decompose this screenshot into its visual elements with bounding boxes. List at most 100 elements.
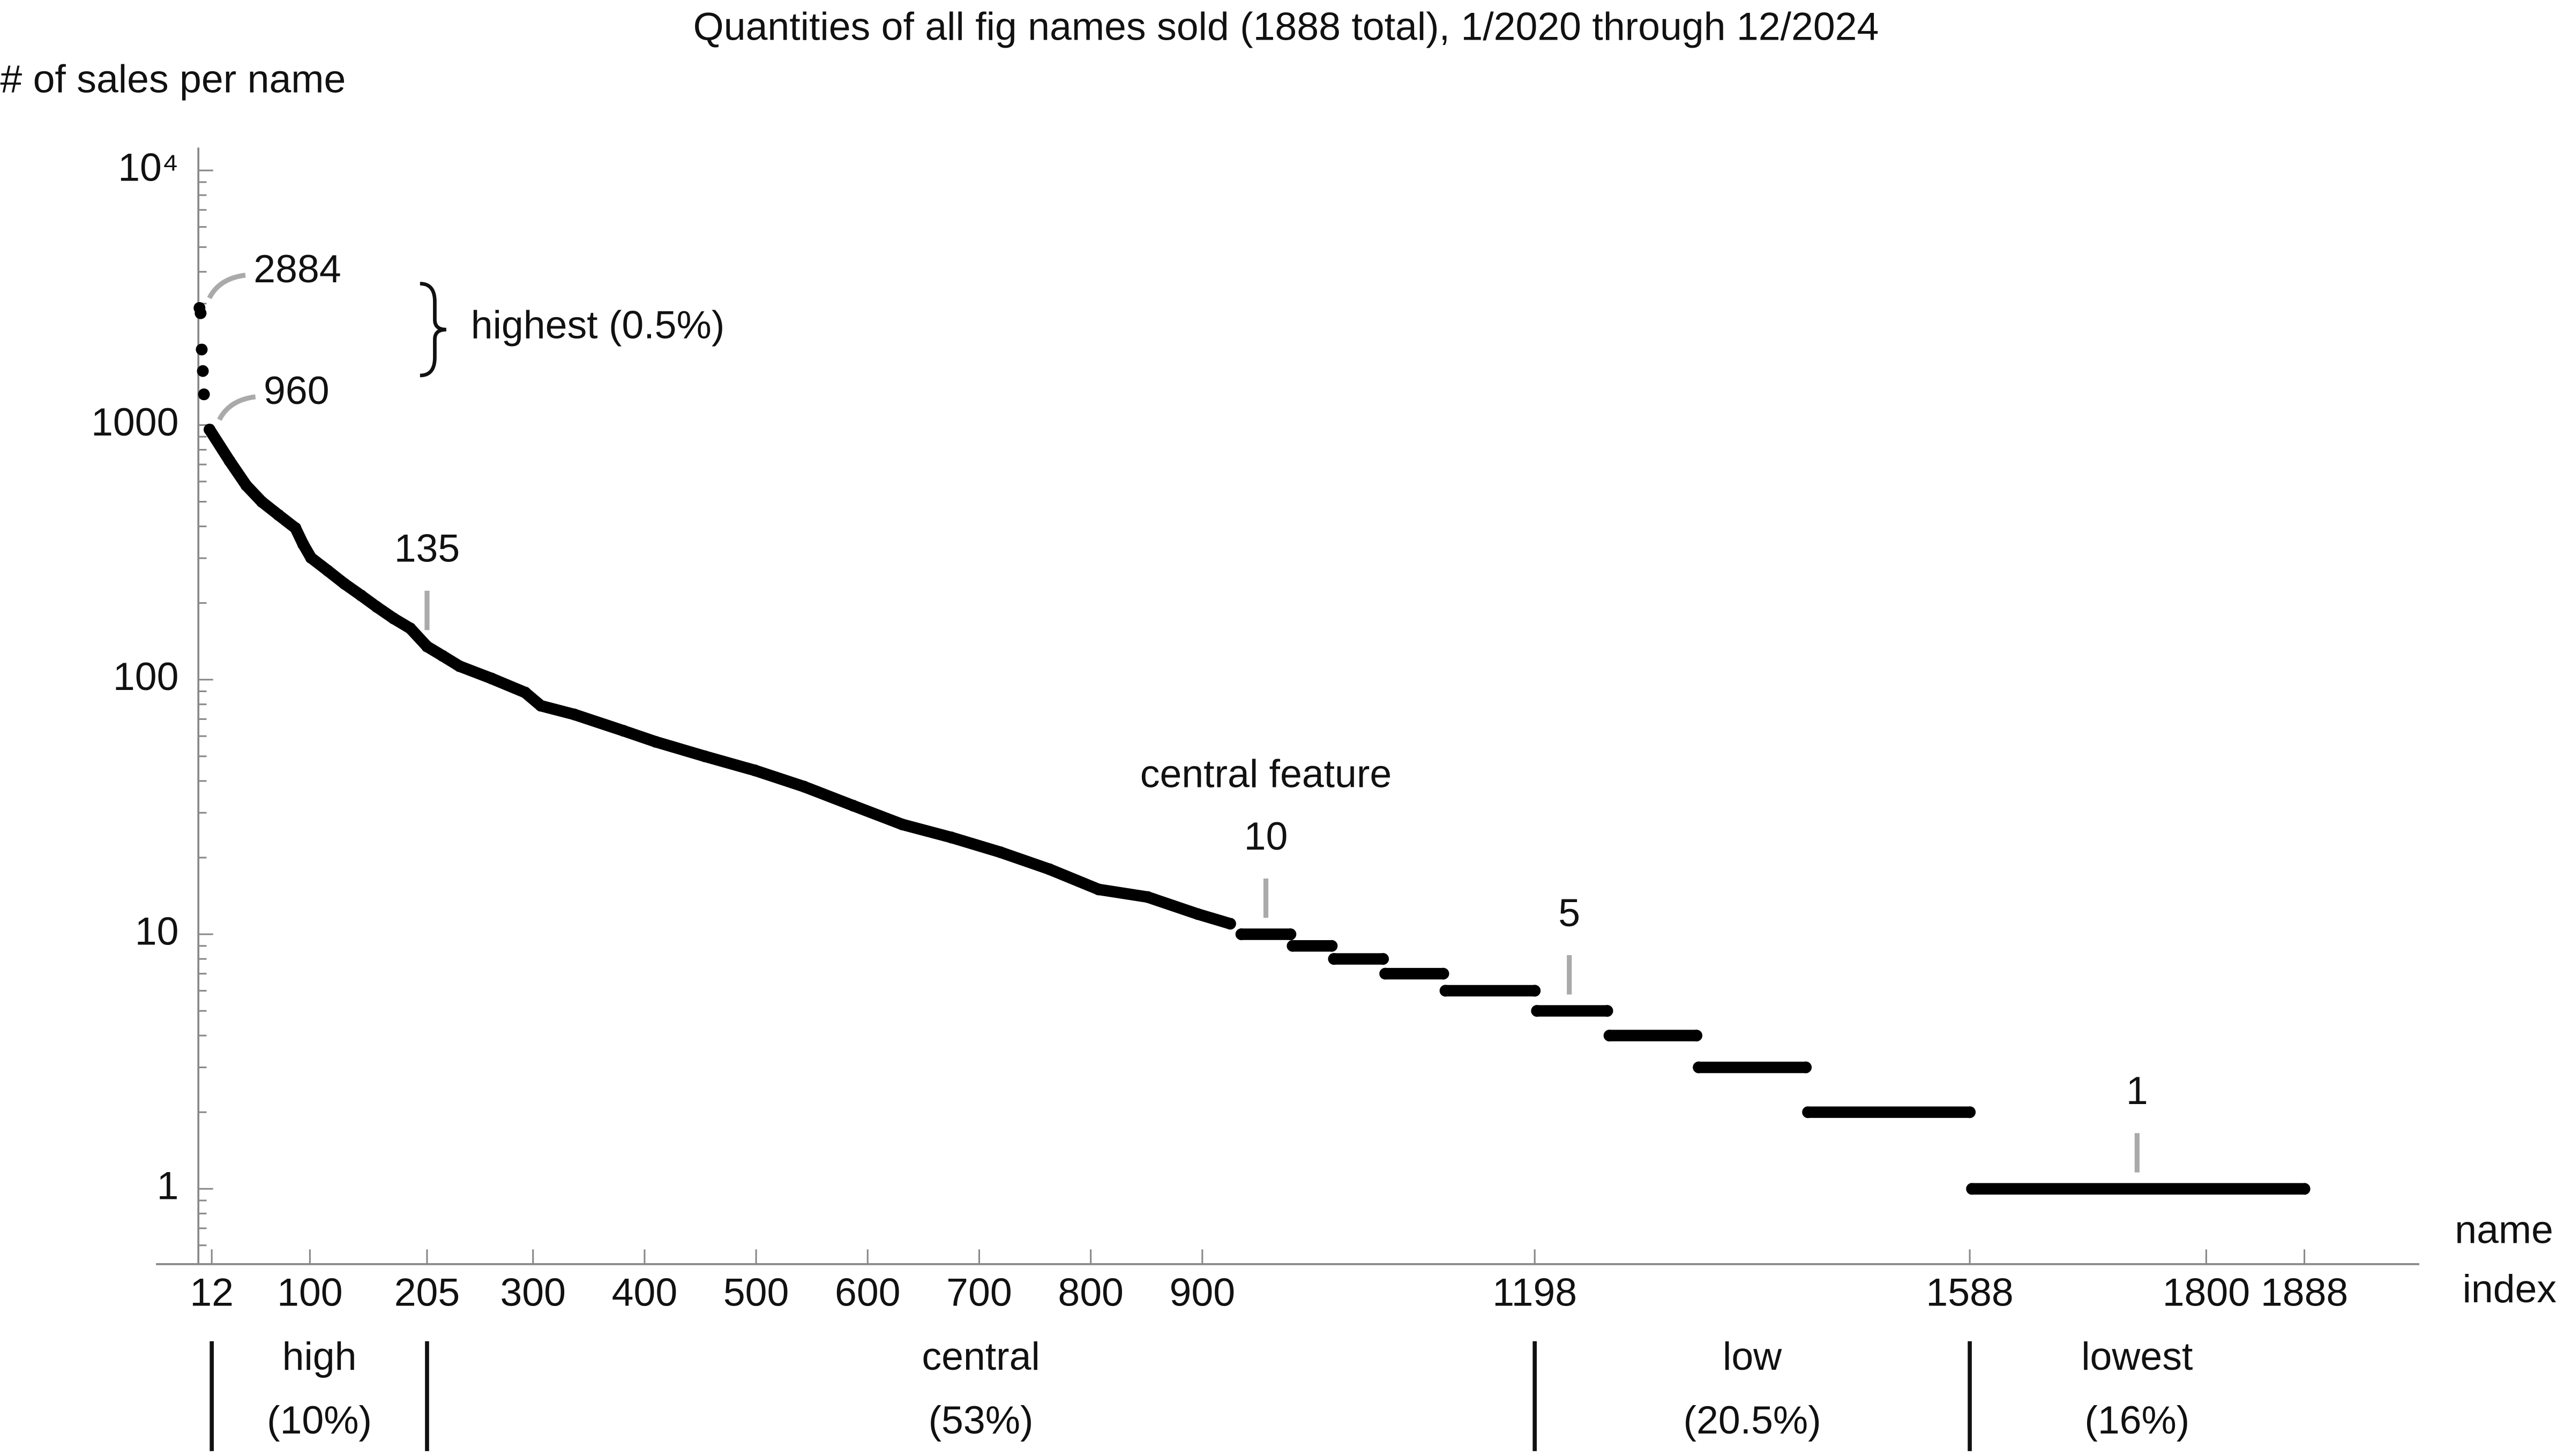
data-point [1439, 985, 1452, 997]
region-name: central [922, 1334, 1040, 1378]
data-point [322, 565, 334, 577]
data-point [371, 601, 383, 613]
annotation-label: 5 [1558, 891, 1580, 935]
data-point [798, 780, 810, 793]
data-point [1328, 953, 1340, 965]
highest-label: highest (0.5%) [471, 303, 725, 347]
data-point [1235, 928, 1247, 941]
data-point [1379, 967, 1392, 980]
data-point [1043, 863, 1056, 875]
y-axis-label: # of sales per name [0, 57, 346, 101]
data-point [387, 612, 400, 625]
data-point [1802, 1106, 1814, 1119]
x-tick-label: 400 [612, 1270, 678, 1314]
region-name: low [1723, 1334, 1782, 1378]
data-point [195, 307, 207, 319]
chart-title: Quantities of all fig names sold (1888 t… [693, 5, 1879, 49]
data-point [1326, 940, 1338, 952]
data-point [437, 650, 449, 662]
annotation-label: 135 [394, 527, 460, 571]
data-point [1966, 1183, 1978, 1195]
data-point [1377, 953, 1389, 965]
data-point [355, 589, 368, 602]
data-point [256, 496, 268, 508]
region-name: lowest [2081, 1334, 2193, 1378]
data-point [1141, 891, 1154, 903]
data-point [273, 509, 285, 521]
data-point [1529, 985, 1541, 997]
data-point [749, 764, 761, 777]
data-point [1601, 1005, 1613, 1017]
data-point [1691, 1030, 1703, 1042]
region-share: (10%) [267, 1398, 372, 1442]
x-tick-label: 700 [946, 1270, 1012, 1314]
data-line [204, 424, 2311, 1195]
data-point [649, 735, 662, 748]
x-tick-label: 205 [394, 1270, 460, 1314]
x-axis-label: name index [2455, 1208, 2564, 1311]
region-name: high [282, 1334, 357, 1378]
region-share: (16%) [2084, 1398, 2189, 1442]
data-point [994, 846, 1007, 858]
data-point [198, 388, 210, 401]
x-tick-label: 600 [835, 1270, 901, 1314]
annotation-label: 960 [264, 369, 330, 412]
data-point [1437, 967, 1449, 980]
x-tick-label: 1888 [2261, 1270, 2348, 1314]
data-point [1224, 918, 1236, 930]
data-point [1531, 1005, 1543, 1017]
x-tick-label: 300 [500, 1270, 566, 1314]
data-point [1284, 928, 1297, 941]
x-tick-label: 900 [1170, 1270, 1236, 1314]
data-point [338, 577, 350, 590]
x-tick-label: 1800 [2163, 1270, 2250, 1314]
data-point [896, 818, 908, 831]
data-point [2298, 1183, 2311, 1195]
annotation-label: 2884 [253, 247, 341, 291]
data-point [568, 708, 580, 721]
data-point [305, 552, 317, 564]
data-point [535, 700, 547, 712]
x-tick-label: 12 [190, 1270, 234, 1314]
data-point [289, 522, 302, 534]
brace [420, 282, 447, 378]
data-point [404, 622, 416, 635]
data-point [1964, 1106, 1976, 1119]
x-tick-label: 800 [1058, 1270, 1124, 1314]
data-point [196, 343, 208, 356]
data-point [945, 831, 958, 844]
y-tick-label: 1 [157, 1164, 179, 1208]
x-tick-label: 500 [723, 1270, 789, 1314]
data-point [485, 672, 498, 685]
annotation-leader [207, 273, 246, 299]
x-tick-label: 1198 [1492, 1270, 1577, 1314]
data-point [223, 455, 236, 467]
data-point [197, 365, 209, 377]
data-point [1603, 1030, 1616, 1042]
region-share: (20.5%) [1684, 1398, 1821, 1442]
data-point [240, 479, 252, 492]
annotation-label: 1 [2126, 1069, 2148, 1113]
data-point [1693, 1061, 1705, 1074]
data-point [847, 799, 859, 812]
data-point [1287, 940, 1299, 952]
y-tick-label: 10 [135, 909, 179, 953]
y-tick-label: 10⁴ [118, 146, 178, 190]
y-tick-label: 1000 [91, 400, 178, 444]
data-point [204, 423, 216, 436]
data-point [1800, 1061, 1812, 1074]
annotation-leader [217, 394, 256, 421]
region-share: (53%) [929, 1398, 1034, 1442]
data-point [421, 640, 433, 652]
y-tick-label: 100 [113, 655, 179, 699]
data-point [1093, 883, 1105, 896]
annotation-label: 10 [1244, 814, 1288, 858]
annotation-title: central feature [1140, 752, 1392, 796]
x-tick-label: 1588 [1926, 1270, 2013, 1314]
data-point [1192, 908, 1204, 920]
data-point [519, 686, 532, 699]
x-tick-label: 100 [277, 1270, 343, 1314]
data-point [297, 538, 309, 551]
